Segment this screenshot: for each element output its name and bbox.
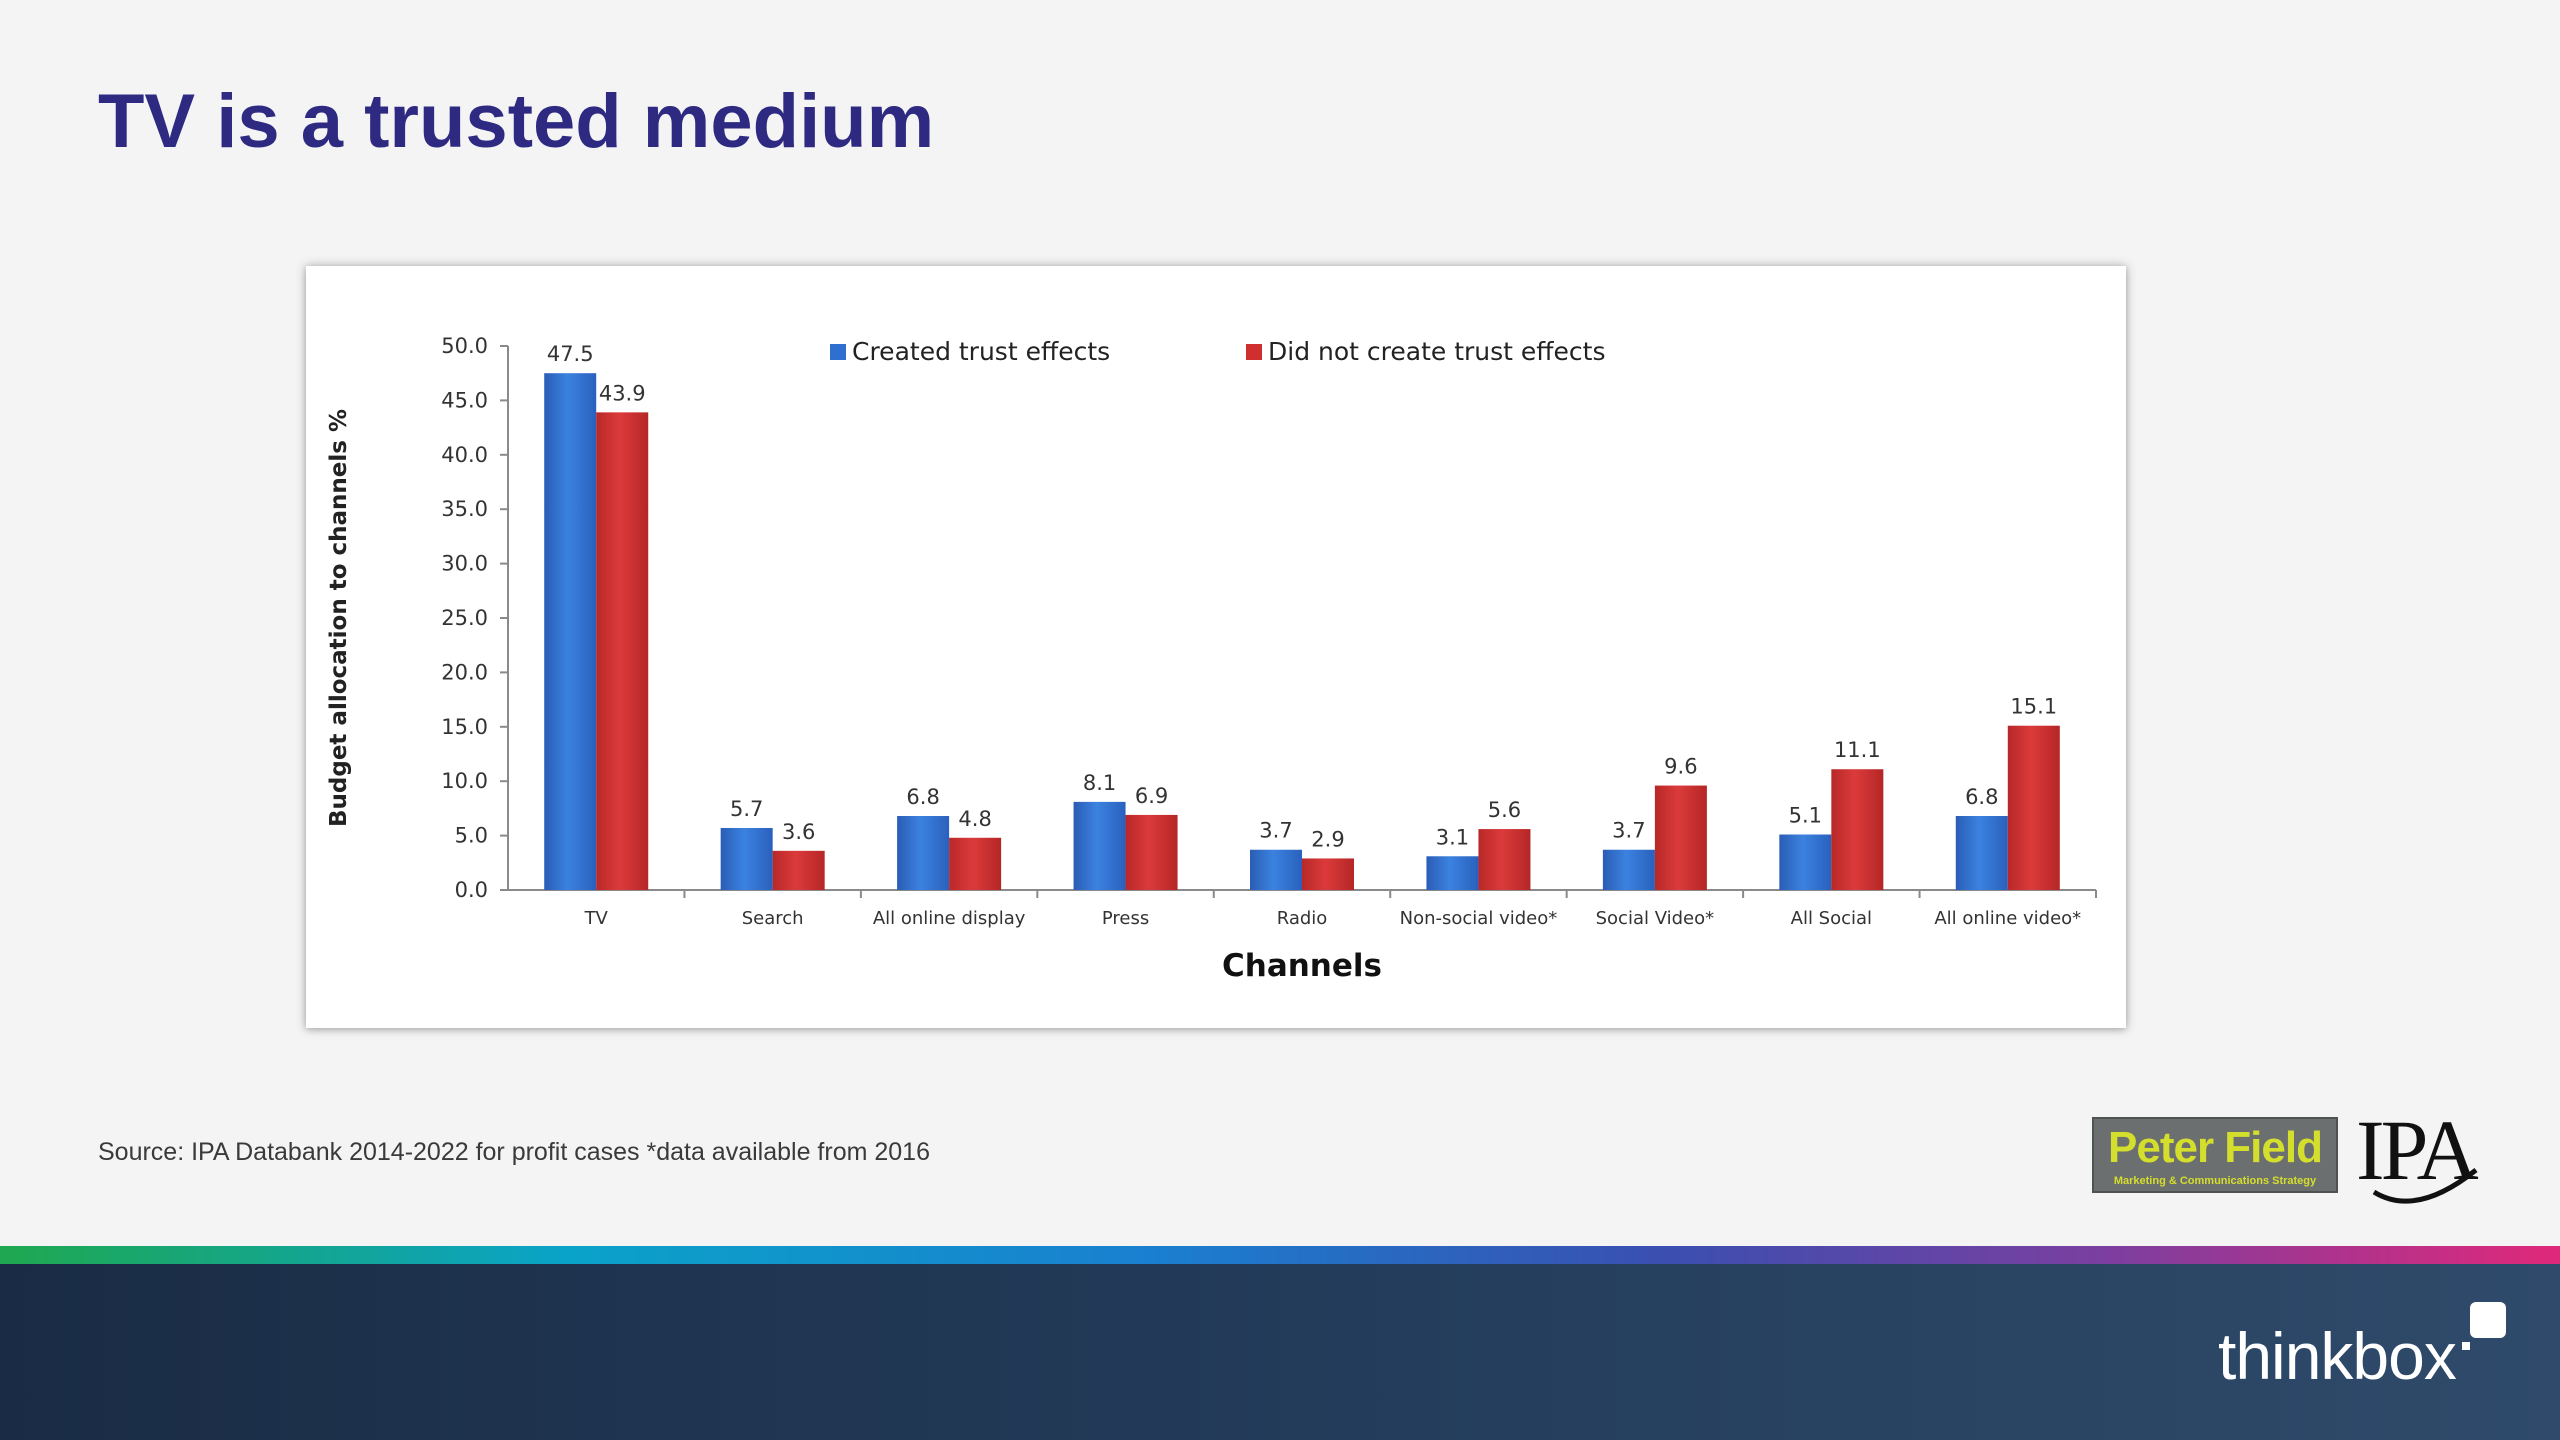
x-tick-label: TV — [584, 908, 609, 929]
x-tick-label: Search — [742, 908, 804, 929]
chart-card: 0.0 5.0 10.0 15.0 20.0 25.0 30.0 35.0 40.0 45.0 50… — [306, 266, 2126, 1028]
data-label-created-trust: 47.5 — [547, 342, 594, 366]
data-label-not-created-trust: 15.1 — [2010, 695, 2057, 719]
bar-not-created-trust — [949, 837, 1002, 890]
data-label-created-trust: 3.7 — [1612, 819, 1645, 843]
y-tick-label: 50.0 — [441, 334, 488, 358]
y-tick-label: 0.0 — [455, 878, 488, 902]
bar-not-created-trust — [2007, 725, 2060, 890]
bar-not-created-trust — [1125, 814, 1178, 890]
y-tick-label: 45.0 — [441, 388, 488, 412]
bar-not-created-trust — [596, 412, 649, 890]
bar-created-trust — [1955, 816, 2008, 890]
y-tick-label: 5.0 — [455, 824, 488, 848]
legend-label: Did not create trust effects — [1268, 337, 1605, 366]
data-label-not-created-trust: 4.8 — [958, 807, 991, 831]
data-label-created-trust: 6.8 — [1965, 785, 1998, 809]
rainbow-stripe — [0, 1246, 2560, 1264]
legend-label: Created trust effects — [852, 337, 1110, 366]
bar-created-trust — [1426, 856, 1479, 890]
bar-created-trust — [544, 373, 597, 890]
source-note: Source: IPA Databank 2014-2022 for profi… — [98, 1138, 930, 1166]
bar-created-trust — [1250, 849, 1302, 890]
x-tick-label: All Social — [1791, 908, 1872, 929]
data-label-created-trust: 6.8 — [906, 785, 939, 809]
slide-title: TV is a trusted medium — [98, 79, 935, 164]
y-tick-label: 15.0 — [441, 715, 488, 739]
y-tick-label: 30.0 — [441, 552, 488, 576]
peter-field-logo-name: Peter Field — [2108, 1123, 2323, 1172]
x-tick-label: All online video* — [1934, 908, 2081, 929]
data-label-not-created-trust: 2.9 — [1311, 827, 1344, 851]
x-tick-label: Radio — [1277, 908, 1328, 929]
data-label-not-created-trust: 3.6 — [782, 820, 815, 844]
data-label-created-trust: 3.1 — [1436, 825, 1469, 849]
bar-created-trust — [1779, 834, 1832, 890]
thinkbox-logo-square-icon — [2470, 1302, 2506, 1338]
y-axis-title: Budget allocation to channels % — [326, 409, 352, 827]
bar-created-trust — [897, 816, 950, 890]
bar-not-created-trust — [1654, 785, 1707, 890]
peter-field-logo-tagline: Marketing & Communications Strategy — [2113, 1175, 2317, 1187]
data-label-not-created-trust: 5.6 — [1488, 798, 1521, 822]
y-tick-label: 20.0 — [441, 660, 488, 684]
legend-swatch — [830, 344, 846, 360]
x-tick-label: Press — [1102, 908, 1149, 929]
x-tick-label: All online display — [873, 908, 1026, 929]
data-label-not-created-trust: 6.9 — [1135, 784, 1168, 808]
legend-swatch — [1246, 344, 1262, 360]
bar-created-trust — [1602, 849, 1655, 890]
bar-chart: 0.0 5.0 10.0 15.0 20.0 25.0 30.0 35.0 40.0 45.0 50… — [326, 334, 2097, 984]
data-label-not-created-trust: 11.1 — [1834, 738, 1881, 762]
data-label-created-trust: 5.7 — [730, 797, 763, 821]
data-label-created-trust: 5.1 — [1789, 804, 1822, 828]
thinkbox-logo-dot-icon — [2462, 1342, 2470, 1350]
peter-field-logo: Peter Field Marketing & Communications S… — [2092, 1117, 2338, 1193]
footer-bar — [0, 1264, 2560, 1440]
x-tick-label: Social Video* — [1596, 908, 1715, 929]
x-tick-label: Non-social video* — [1400, 908, 1558, 929]
y-tick-label: 10.0 — [441, 769, 488, 793]
thinkbox-logo: thinkbox — [2218, 1319, 2457, 1393]
data-label-created-trust: 8.1 — [1083, 771, 1116, 795]
y-tick-label: 40.0 — [441, 443, 488, 467]
bar-not-created-trust — [772, 850, 825, 890]
data-label-not-created-trust: 9.6 — [1664, 755, 1697, 779]
bar-not-created-trust — [1302, 858, 1354, 890]
data-label-created-trust: 3.7 — [1259, 819, 1292, 843]
ipa-logo: IPA — [2356, 1100, 2506, 1210]
ipa-logo-swoosh — [2372, 1168, 2478, 1204]
data-label-not-created-trust: 43.9 — [599, 381, 646, 405]
bar-created-trust — [1073, 801, 1126, 890]
x-axis-title: Channels — [1222, 948, 1382, 984]
bar-created-trust — [720, 827, 773, 890]
bar-not-created-trust — [1831, 769, 1884, 890]
y-tick-label: 35.0 — [441, 497, 488, 521]
y-tick-label: 25.0 — [441, 606, 488, 630]
bar-not-created-trust — [1478, 829, 1531, 890]
